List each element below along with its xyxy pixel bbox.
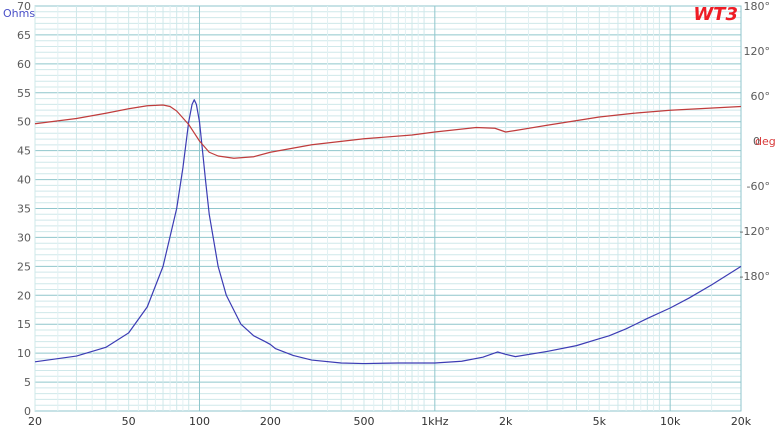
y-left-tick-label: 55	[17, 87, 31, 100]
y-right-tick-label: -120°	[740, 225, 770, 238]
y-left-unit-label: Ohms	[3, 7, 35, 20]
x-tick-label: 1kHz	[421, 415, 449, 428]
phase-series-line	[34, 104, 742, 159]
impedance-series-line	[34, 99, 742, 365]
series-layer	[34, 99, 742, 365]
y-left-tick-label: 35	[17, 203, 31, 216]
y-left-tick-label: 10	[17, 347, 31, 360]
y-right-tick-label: 180°	[744, 0, 771, 13]
x-tick-label: 2k	[499, 415, 513, 428]
y-left-tick-label: 0	[24, 405, 31, 418]
y-left-tick-label: 40	[17, 174, 31, 187]
x-tick-label: 500	[353, 415, 374, 428]
x-tick-label: 5k	[593, 415, 607, 428]
y-right-tick-label: 120°	[744, 45, 771, 58]
x-tick-label: 20k	[731, 415, 752, 428]
y-left-tick-label: 45	[17, 145, 31, 158]
y-left-tick-label: 65	[17, 29, 31, 42]
x-tick-label: 10k	[660, 415, 681, 428]
y-right-tick-label: -60°	[747, 180, 770, 193]
x-tick-label: 50	[122, 415, 136, 428]
brand-label: WT3	[693, 4, 738, 25]
y-right-unit-label: deg	[755, 135, 775, 148]
y-left-tick-label: 15	[17, 318, 31, 331]
y-right-tick-label: 60°	[751, 90, 771, 103]
y-right-tick-label: 0	[753, 135, 760, 148]
y-left-tick-label: 70	[17, 0, 31, 13]
x-tick-label: 20	[28, 415, 42, 428]
y-left-tick-label: 25	[17, 260, 31, 273]
y-left-tick-label: 30	[17, 231, 31, 244]
y-left-tick-label: 5	[24, 376, 31, 389]
x-tick-label: 200	[260, 415, 281, 428]
y-left-tick-label: 20	[17, 289, 31, 302]
x-tick-label: 100	[189, 415, 210, 428]
y-left-tick-label: 50	[17, 116, 31, 129]
y-right-tick-label: -180°	[740, 270, 770, 283]
grid	[34, 5, 742, 412]
y-left-tick-label: 60	[17, 58, 31, 71]
